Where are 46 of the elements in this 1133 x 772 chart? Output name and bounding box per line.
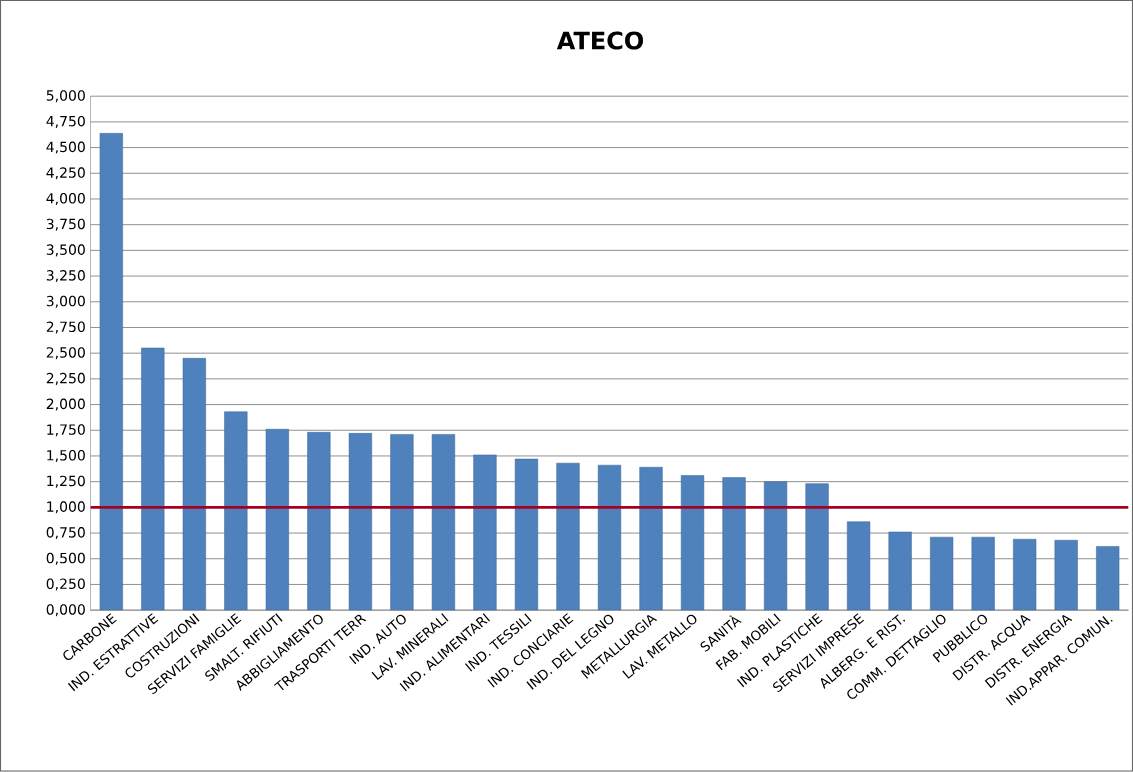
- bar: [1096, 546, 1120, 611]
- bar: [224, 411, 248, 611]
- y-tick-label: 3,500: [46, 244, 85, 257]
- bar: [514, 458, 539, 611]
- bar: [680, 475, 705, 611]
- y-tick-label: 0,250: [46, 578, 85, 591]
- bar: [99, 133, 123, 611]
- y-tick-label: 3,250: [46, 270, 85, 283]
- y-tick-label: 3,750: [46, 218, 85, 231]
- bar: [971, 537, 995, 611]
- bar: [805, 483, 829, 611]
- bar: [307, 432, 331, 611]
- y-tick-label: 5,000: [46, 90, 85, 103]
- bar: [265, 429, 289, 611]
- bar: [1013, 539, 1037, 611]
- bar: [473, 454, 497, 611]
- chart-title: ATECO: [556, 31, 644, 50]
- y-tick-label: 0,500: [46, 552, 85, 565]
- bar: [348, 433, 372, 611]
- bar: [431, 434, 456, 611]
- y-tick-label: 0,750: [46, 527, 85, 540]
- bar: [1054, 540, 1078, 611]
- bar: [182, 358, 206, 611]
- y-tick-label: 4,500: [46, 141, 85, 154]
- bar: [930, 537, 954, 611]
- y-tick-label: 2,000: [46, 398, 85, 411]
- y-tick-label: 4,250: [46, 167, 85, 180]
- y-tick-label: 3,000: [46, 295, 85, 308]
- bar: [597, 465, 622, 611]
- bar: [141, 347, 165, 611]
- bar: [556, 463, 580, 611]
- y-tick-label: 1,250: [47, 475, 85, 488]
- y-tick-label: 4,000: [46, 193, 85, 206]
- bar: [390, 434, 414, 611]
- bar: [888, 531, 912, 611]
- bar: [763, 481, 788, 611]
- y-tick-label: 2,500: [46, 347, 85, 360]
- y-tick-label: 2,750: [46, 321, 85, 334]
- y-tick-label: 1,500: [47, 450, 85, 463]
- y-tick-label: 1,750: [47, 424, 85, 437]
- bar: [847, 521, 871, 611]
- bar: [639, 467, 663, 611]
- y-tick-label: 2,250: [46, 373, 85, 386]
- y-tick-label: 4,750: [46, 116, 85, 129]
- y-tick-label: 1,000: [47, 501, 85, 514]
- bar: [722, 477, 746, 611]
